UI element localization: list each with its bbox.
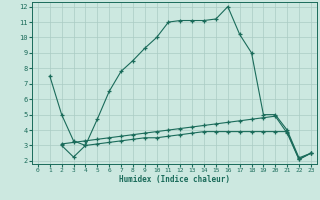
X-axis label: Humidex (Indice chaleur): Humidex (Indice chaleur) <box>119 175 230 184</box>
